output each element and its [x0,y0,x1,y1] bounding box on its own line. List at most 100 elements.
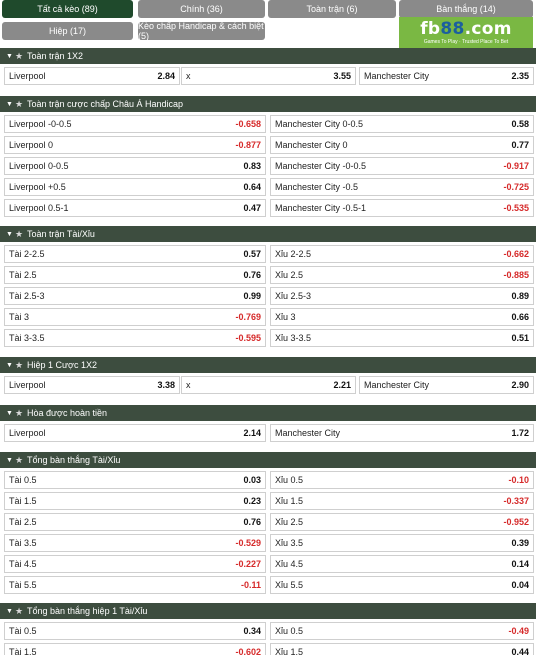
selection-label: Manchester City -0.5 [275,182,359,192]
tab-main[interactable]: Chính (36) [138,0,265,18]
selection-label: Manchester City [275,428,341,438]
selection-label: Liverpool [9,71,46,81]
section-header-asian-handicap[interactable]: ▼ ★ Toàn trận cược chấp Châu Á Handicap [0,96,536,112]
tab-handicap[interactable]: Kèo chấp Handicap & cách biệt (5) [138,21,265,41]
odds-value: 0.99 [243,291,261,301]
tab-all-markets[interactable]: Tất cả kèo (89) [2,0,133,18]
odds-cell[interactable]: Xỉu 0.5 -0.49 [270,622,534,640]
odds-cell[interactable]: Tài 0.5 0.34 [4,622,266,640]
odds-value: -0.769 [235,312,261,322]
odds-cell[interactable]: Manchester City 2.90 [359,376,534,394]
section-header-full-match-1x2[interactable]: ▼ ★ Toàn trận 1X2 [0,48,536,64]
selection-label: Liverpool 0.5-1 [9,203,69,213]
odds-cell[interactable]: Tài 5.5 -0.11 [4,576,266,594]
odds-cell[interactable]: Xỉu 3.5 0.39 [270,534,534,552]
odds-cell[interactable]: Xỉu 3 0.66 [270,308,534,326]
odds-cell[interactable]: Liverpool 2.14 [4,424,266,442]
odds-value: -0.11 [240,580,261,590]
odds-value: 2.90 [511,380,529,390]
odds-cell[interactable]: Xỉu 1.5 0.44 [270,643,534,655]
fb88-logo[interactable]: fb88.com Games To Play · Trusted Place T… [399,17,533,49]
odds-cell[interactable]: Tài 3 -0.769 [4,308,266,326]
selection-label: Liverpool -0-0.5 [9,119,72,129]
odds-cell[interactable]: Liverpool 0.5-1 0.47 [4,199,266,217]
odds-value: -0.952 [503,517,529,527]
section-header-draw-no-bet[interactable]: ▼ ★ Hòa được hoàn tiền [0,405,536,421]
caret-down-icon[interactable]: ▼ [6,607,13,615]
caret-down-icon[interactable]: ▼ [6,230,13,238]
section-header-over-under[interactable]: ▼ ★ Toàn trận Tài/Xỉu [0,226,536,242]
odds-cell[interactable]: Tài 1.5 -0.602 [4,643,266,655]
odds-cell[interactable]: Manchester City 0 0.77 [270,136,534,154]
star-icon[interactable]: ★ [15,50,24,61]
tab-goals[interactable]: Bàn thắng (14) [399,0,533,18]
caret-down-icon[interactable]: ▼ [6,456,13,464]
odds-cell[interactable]: x 3.55 [181,67,356,85]
tab-half[interactable]: Hiệp (17) [2,22,133,40]
star-icon[interactable]: ★ [15,605,24,616]
logo-tagline: Games To Play · Trusted Place To Bet [423,39,509,45]
odds-cell[interactable]: Manchester City 1.72 [270,424,534,442]
odds-cell[interactable]: Xỉu 2-2.5 -0.662 [270,245,534,263]
odds-value: 0.77 [511,140,529,150]
odds-cell[interactable]: Xỉu 2.5 -0.952 [270,513,534,531]
odds-cell[interactable]: Xỉu 3-3.5 0.51 [270,329,534,347]
star-icon[interactable]: ★ [15,407,24,418]
odds-cell[interactable]: Liverpool 3.38 [4,376,180,394]
odds-cell[interactable]: Xỉu 2.5-3 0.89 [270,287,534,305]
selection-label: Xỉu 2.5-3 [275,291,312,301]
selection-label: Xỉu 1.5 [275,647,304,655]
caret-down-icon[interactable]: ▼ [6,100,13,108]
selection-label: Manchester City -0.5-1 [275,203,367,213]
odds-cell[interactable]: Xỉu 5.5 0.04 [270,576,534,594]
star-icon[interactable]: ★ [15,359,24,370]
odds-cell[interactable]: Tài 2.5 0.76 [4,266,266,284]
selection-label: Xỉu 1.5 [275,496,304,506]
odds-cell[interactable]: Liverpool 0-0.5 0.83 [4,157,266,175]
odds-cell[interactable]: Manchester City -0-0.5 -0.917 [270,157,534,175]
odds-cell[interactable]: Tài 3.5 -0.529 [4,534,266,552]
selection-label: x [186,71,191,81]
odds-cell[interactable]: Liverpool +0.5 0.64 [4,178,266,196]
odds-cell[interactable]: Manchester City -0.5-1 -0.535 [270,199,534,217]
odds-cell[interactable]: Tài 0.5 0.03 [4,471,266,489]
odds-value: 0.23 [243,496,261,506]
tab-full-match[interactable]: Toàn trận (6) [268,0,396,18]
section-title: Tổng bàn thắng hiệp 1 Tài/Xỉu [27,606,148,616]
odds-cell[interactable]: Manchester City -0.5 -0.725 [270,178,534,196]
odds-cell[interactable]: Tài 2-2.5 0.57 [4,245,266,263]
market-filter-tabs: Tất cả kèo (89) Chính (36) Toàn trận (6)… [0,0,536,49]
caret-down-icon[interactable]: ▼ [6,409,13,417]
odds-cell[interactable]: Tài 1.5 0.23 [4,492,266,510]
odds-cell[interactable]: x 2.21 [181,376,356,394]
caret-down-icon[interactable]: ▼ [6,361,13,369]
odds-cell[interactable]: Manchester City 0-0.5 0.58 [270,115,534,133]
odds-value: -0.658 [235,119,261,129]
selection-label: Tài 2.5 [9,517,37,527]
odds-cell[interactable]: Xỉu 1.5 -0.337 [270,492,534,510]
section-header-first-half-total-goals-ou[interactable]: ▼ ★ Tổng bàn thắng hiệp 1 Tài/Xỉu [0,603,536,619]
star-icon[interactable]: ★ [15,454,24,465]
odds-cell[interactable]: Xỉu 0.5 -0.10 [270,471,534,489]
odds-value: 0.64 [243,182,261,192]
odds-cell[interactable]: Tài 4.5 -0.227 [4,555,266,573]
star-icon[interactable]: ★ [15,228,24,239]
selection-label: Tài 0.5 [9,626,37,636]
odds-cell[interactable]: Liverpool -0-0.5 -0.658 [4,115,266,133]
selection-label: Tài 3 [9,312,30,322]
odds-value: -0.49 [508,626,529,636]
odds-cell[interactable]: Manchester City 2.35 [359,67,534,85]
odds-cell[interactable]: Xỉu 2.5 -0.885 [270,266,534,284]
odds-cell[interactable]: Liverpool 2.84 [4,67,180,85]
section-header-first-half-1x2[interactable]: ▼ ★ Hiệp 1 Cược 1X2 [0,357,536,373]
selection-label: Liverpool 0 [9,140,54,150]
odds-cell[interactable]: Xỉu 4.5 0.14 [270,555,534,573]
odds-cell[interactable]: Liverpool 0 -0.877 [4,136,266,154]
odds-cell[interactable]: Tài 2.5-3 0.99 [4,287,266,305]
star-icon[interactable]: ★ [15,98,24,109]
odds-cell[interactable]: Tài 3-3.5 -0.595 [4,329,266,347]
odds-cell[interactable]: Tài 2.5 0.76 [4,513,266,531]
caret-down-icon[interactable]: ▼ [6,52,13,60]
odds-value: 2.14 [243,428,261,438]
section-header-total-goals-ou[interactable]: ▼ ★ Tổng bàn thắng Tài/Xỉu [0,452,536,468]
